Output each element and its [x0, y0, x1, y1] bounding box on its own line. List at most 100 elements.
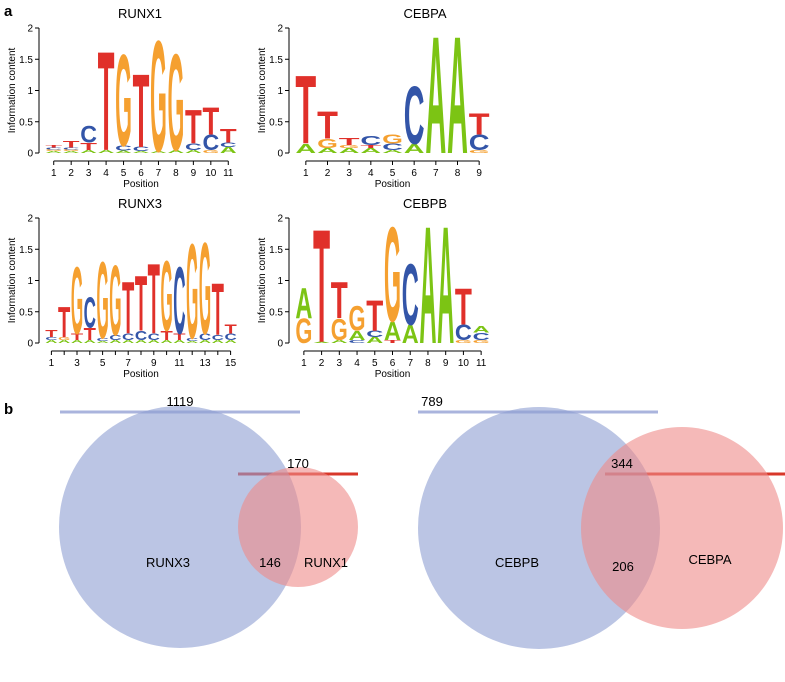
logo-letter: C: [173, 247, 185, 355]
logo-letter: A: [437, 192, 454, 379]
logo-letter-group: T: [220, 125, 237, 146]
x-tick-label: 3: [86, 168, 92, 179]
x-tick-label: 2: [319, 358, 325, 369]
y-tick-label: 1: [277, 276, 283, 287]
x-tick-label: 9: [443, 358, 449, 369]
logo-letter: A: [366, 335, 383, 345]
logo-letter: C: [360, 133, 382, 148]
logo-letter: G: [115, 28, 132, 174]
logo-letter-group: A: [331, 339, 348, 344]
y-tick-label: 0.5: [269, 117, 283, 128]
logo-letter: T: [122, 268, 134, 350]
logo-letter: T: [173, 333, 186, 343]
logo-letter-group: C: [382, 143, 404, 152]
logo-letter-group: C: [115, 144, 132, 152]
logo-letter: A: [186, 341, 199, 344]
x-tick-label: 10: [458, 358, 470, 369]
logo-letter-group: A: [148, 339, 161, 344]
logo-letter-group: T: [212, 269, 224, 351]
x-tick-label: 6: [411, 168, 417, 179]
x-tick-label: 3: [337, 358, 343, 369]
x-tick-label: 11: [174, 358, 185, 369]
logo-letter-group: A: [84, 339, 97, 344]
logo-letter-group: A: [360, 147, 381, 155]
logo-letter: A: [295, 280, 312, 329]
logo-letter-group: G: [469, 149, 490, 154]
logo-letter: T: [212, 269, 224, 351]
logo-letter-group: A: [63, 151, 80, 154]
logo-letter-group: T: [122, 268, 134, 350]
y-tick-label: 1: [27, 86, 33, 97]
logo-letter-group: G: [382, 132, 403, 147]
logo-letter: A: [168, 149, 185, 154]
x-tick-label: 4: [368, 168, 374, 179]
logo-letter: T: [202, 100, 219, 143]
logo-letter: A: [160, 339, 173, 344]
logo-letter-group: C: [148, 333, 161, 343]
x-tick-label: 3: [74, 358, 80, 369]
logo-letter-group: T: [384, 339, 402, 344]
logo-letter: C: [135, 329, 147, 343]
logo-letter: A: [295, 141, 317, 156]
logo-letter-group: T: [469, 106, 490, 141]
logo-letter-group: A: [437, 192, 454, 379]
x-tick-label: 7: [156, 168, 162, 179]
venn-circle: [238, 467, 358, 587]
y-tick-label: 0: [27, 339, 33, 350]
logo-letter-group: A: [185, 149, 202, 154]
y-tick-label: 0.5: [19, 117, 33, 128]
logo-letter: T: [185, 100, 202, 155]
x-tick-label: 3: [346, 168, 352, 179]
logo-letter: A: [63, 151, 80, 154]
logo-letter: A: [135, 339, 148, 344]
x-tick-label: 5: [372, 358, 378, 369]
set-name: RUNX3: [146, 555, 190, 570]
logo-letter-group: G: [199, 215, 211, 361]
logo-letter: G: [382, 132, 403, 147]
x-tick-label: 1: [49, 358, 55, 369]
logo-letter-group: T: [160, 329, 173, 343]
logo-letter-group: A: [447, 3, 468, 190]
logo-letter: T: [148, 244, 160, 356]
y-tick-label: 0: [277, 149, 283, 160]
logo-letter-group: T: [224, 322, 237, 336]
logo-letter-group: C: [224, 333, 237, 343]
logo-letter: A: [84, 339, 97, 344]
logo-letter: G: [199, 215, 211, 361]
logo-letter: A: [80, 149, 97, 154]
logo-letter: T: [360, 144, 383, 149]
logo-letter: T: [455, 279, 472, 337]
overlap-count: 146: [259, 555, 281, 570]
logo-letter-group: T: [317, 104, 338, 148]
logo-letter: G: [45, 149, 62, 152]
logo-letter-group: C: [349, 339, 366, 344]
logo-letter: T: [45, 144, 63, 148]
overlap-count: 206: [612, 559, 634, 574]
logo-letter: T: [331, 272, 348, 330]
logo-letter-group: C: [96, 337, 109, 342]
logo-letter: C: [133, 146, 150, 153]
logo-letter-group: G: [160, 241, 172, 353]
logo-letter-group: G: [45, 149, 62, 152]
logo-letter-group: T: [133, 52, 150, 169]
x-tick-label: 15: [225, 358, 237, 369]
logo-letter: A: [173, 339, 186, 344]
logo-letter-group: C: [84, 288, 96, 337]
x-axis-label: Position: [123, 179, 159, 190]
logo-letter: T: [80, 140, 98, 152]
logo-letter-group: A: [473, 325, 490, 335]
y-tick-label: 1: [277, 86, 283, 97]
logo-letter: A: [404, 141, 426, 156]
logo-letter-group: A: [349, 329, 366, 344]
logo-letter-group: C: [186, 337, 199, 342]
y-tick-label: 1.5: [269, 55, 283, 66]
logo-letter: C: [212, 334, 224, 342]
logo-letter-group: T: [80, 140, 98, 152]
venn-circle: [418, 407, 660, 649]
logo-letter-group: A: [313, 341, 331, 343]
logo-letter-group: T: [202, 100, 219, 143]
logo-letter-group: C: [80, 121, 97, 148]
x-tick-label: 5: [121, 168, 127, 179]
x-tick-label: 9: [191, 168, 197, 179]
logo-letter: G: [469, 149, 490, 154]
